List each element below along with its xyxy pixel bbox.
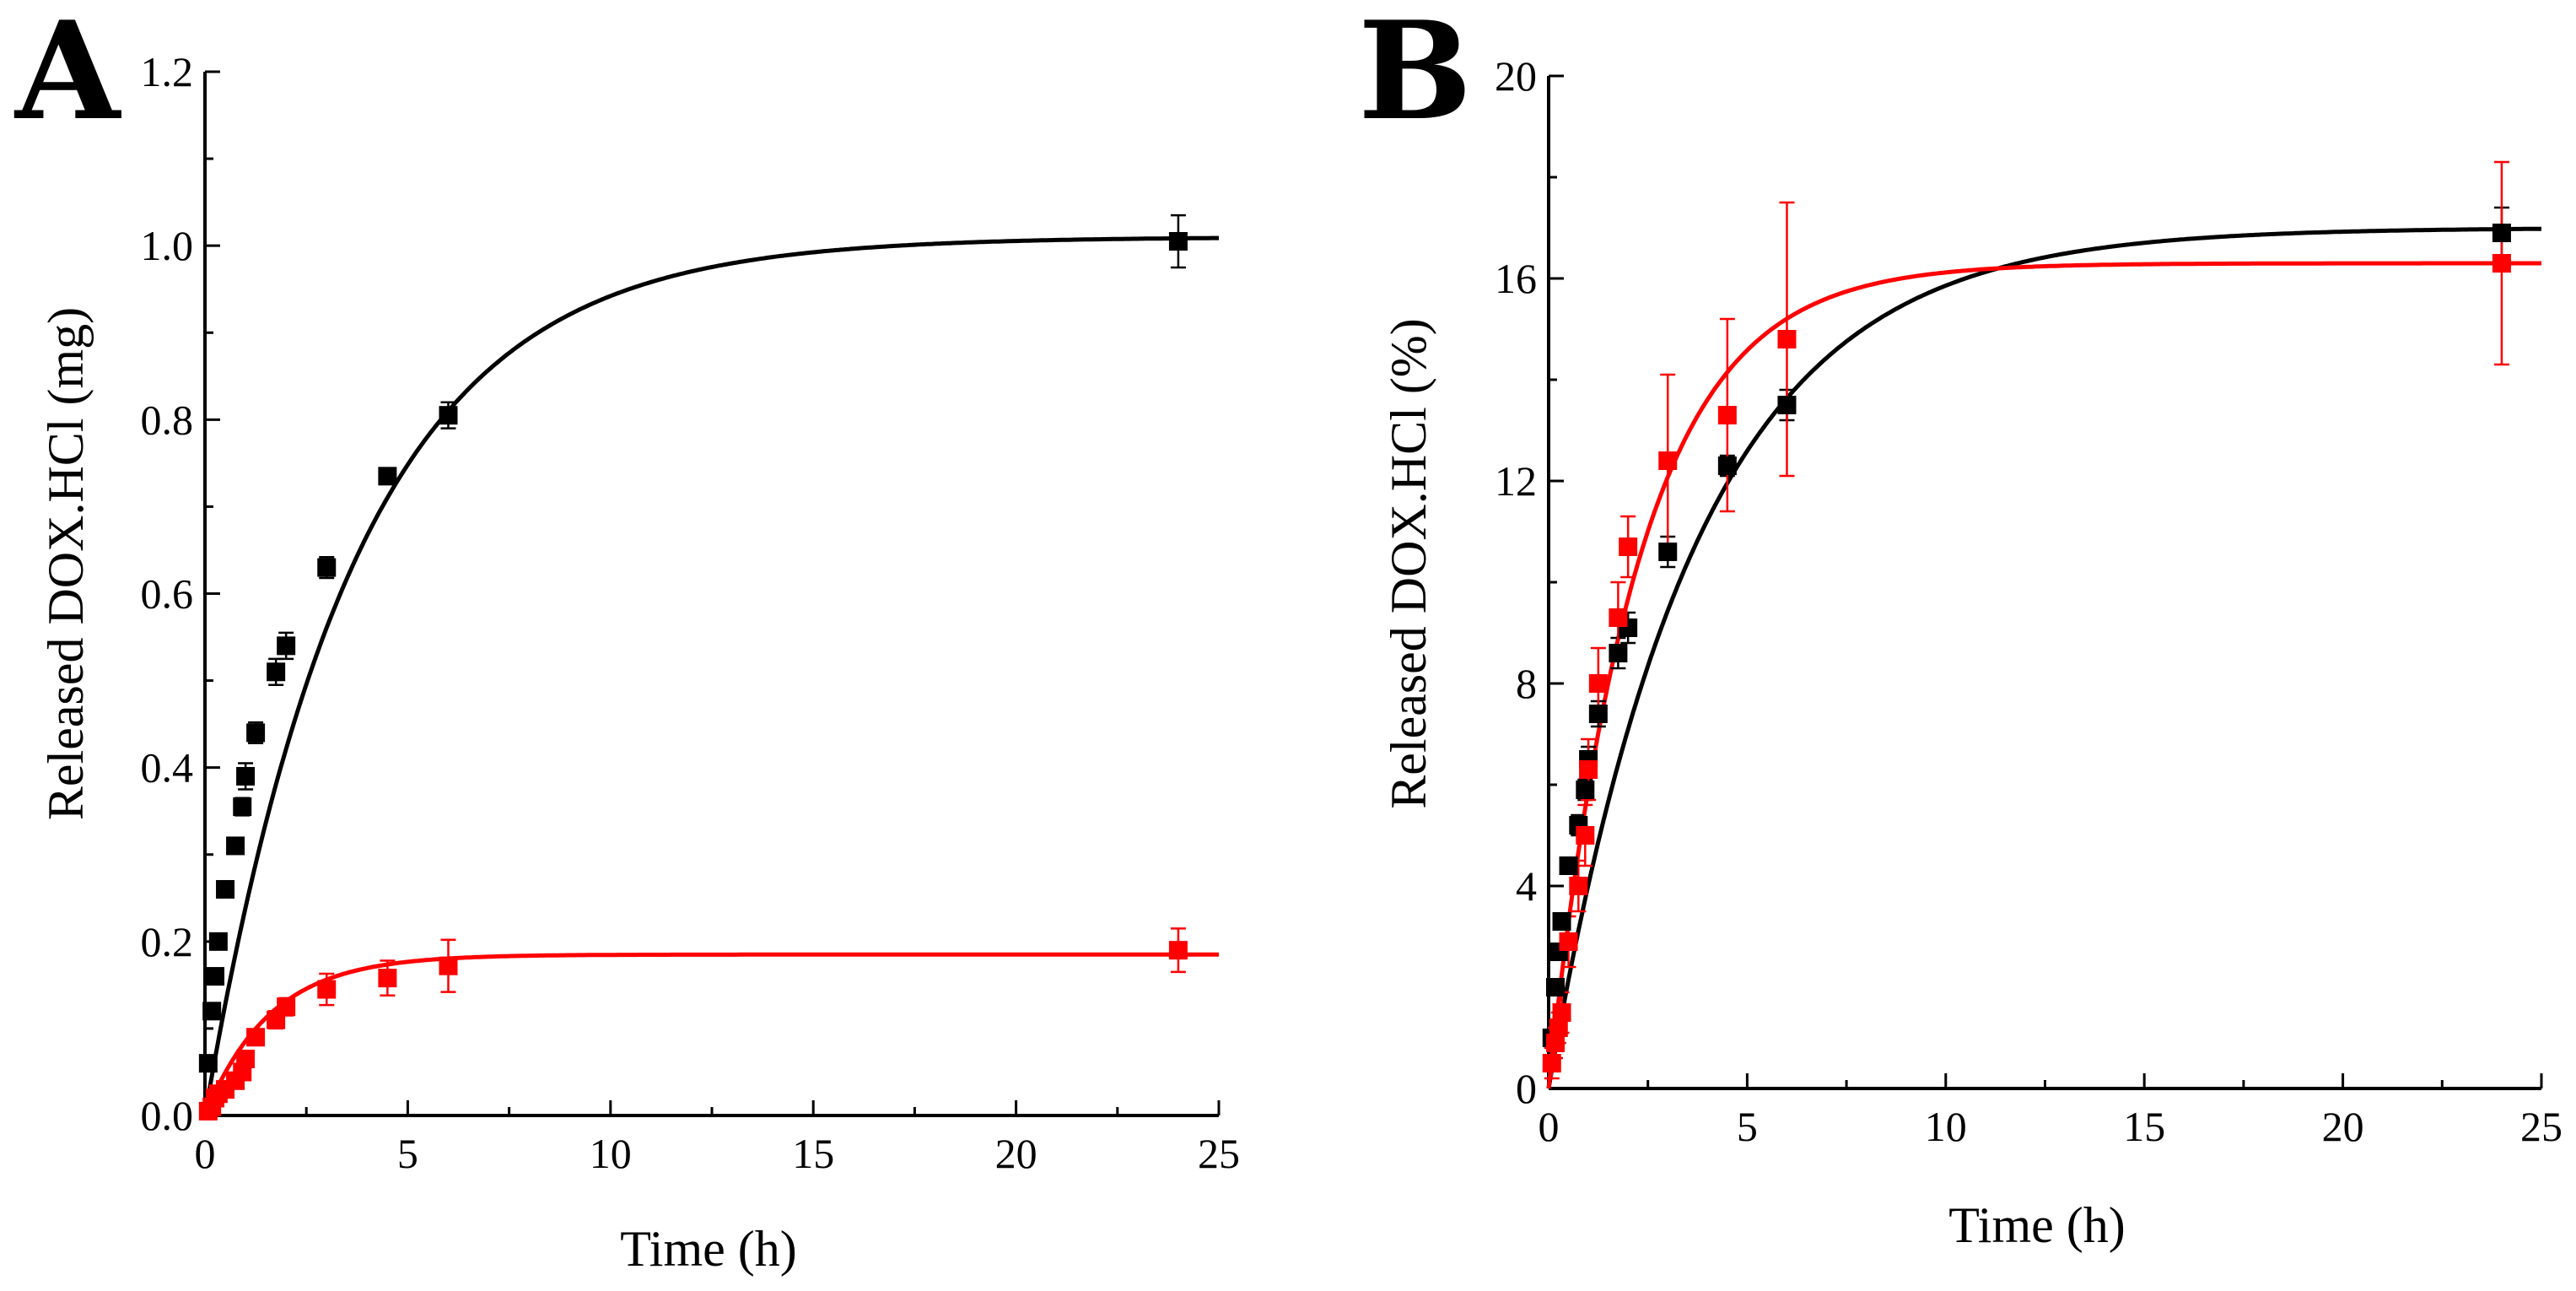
panel-b-x-tick-label: 10 <box>1925 1103 1967 1150</box>
panel-b-data-point <box>1576 826 1595 845</box>
panel-b-y-tick-label: 0 <box>1516 1065 1537 1112</box>
panel-b-data-point <box>1658 451 1678 470</box>
panel-a-data-point <box>226 836 245 856</box>
panel-b-y-tick-label: 12 <box>1495 457 1537 505</box>
panel-b-data-point <box>1588 674 1608 693</box>
panel-a-data-point <box>246 1028 266 1047</box>
panel-b-data-point <box>1546 1034 1566 1052</box>
panel-b-data-point <box>1619 537 1638 556</box>
panel-a-data-point <box>1168 941 1188 960</box>
panel-b-data-point <box>1552 912 1571 931</box>
panel-a-data-point <box>317 980 337 999</box>
panel-b-ticks: 0 5 10 15 20 25 0 4 8 12 16 20 <box>1495 52 2563 1150</box>
panel-b-data-point <box>1609 608 1628 627</box>
panel-b-data-point <box>1552 1003 1571 1022</box>
panel-a-x-tick-label: 25 <box>1198 1130 1240 1177</box>
panel-a-y-tick-label: 1.2 <box>141 48 194 95</box>
panel-b-markers <box>1542 224 2511 1072</box>
panel-a-ticks: 0 5 10 15 20 25 0.0 0.2 0.4 0.6 0.8 1.0 1.2 <box>141 48 1241 1177</box>
panel-a-data-point <box>246 723 266 743</box>
panel-a-error-bars <box>200 213 1186 1115</box>
panel-b-x-tick-label: 20 <box>2322 1103 2364 1150</box>
panel-b-letter: B <box>1358 0 1472 150</box>
panel-b-y-tick-label: 16 <box>1495 255 1537 302</box>
panel-b-data-point <box>1609 644 1628 662</box>
panel-a-data-point <box>236 766 256 786</box>
panel-b-y-tick-label: 20 <box>1495 52 1537 100</box>
panel-b-fit-curve-0 <box>1546 226 2541 1089</box>
panel-a-data-point <box>206 967 225 986</box>
panel-a-x-tick-label: 5 <box>397 1130 418 1177</box>
panel-b-x-tick-label: 5 <box>1737 1103 1758 1150</box>
panel-b: B Time (h) Released DOX.HCl (%) 0 5 10 15 20… <box>1358 0 2563 1253</box>
panel-b-x-tick-label: 15 <box>2123 1103 2165 1150</box>
panel-a-x-tick-label: 10 <box>590 1130 632 1177</box>
panel-b-data-point <box>1576 781 1595 799</box>
panel-a-y-tick-label: 0.6 <box>141 570 194 618</box>
panel-b-y-axis-title: Released DOX.HCl (%) <box>1381 318 1436 809</box>
panel-a-data-point <box>439 956 458 975</box>
panel-a-data-point <box>233 797 252 817</box>
panel-b-data-point <box>1588 705 1608 723</box>
panel-b-data-point <box>2492 224 2511 242</box>
panel-a-y-axis-title: Released DOX.HCl (mg) <box>38 307 94 820</box>
panel-a-y-tick-label: 0.0 <box>141 1092 194 1139</box>
panel-b-x-tick-label: 0 <box>1539 1103 1560 1150</box>
panel-b-data-point <box>1717 456 1737 475</box>
panel-a-data-point <box>277 636 296 656</box>
panel-a-data-point <box>202 1002 222 1021</box>
panel-a-data-point <box>236 1049 256 1068</box>
panel-a-data-point <box>1168 232 1188 251</box>
panel-b-error-bars <box>1544 160 2509 1080</box>
panel-a-x-tick-label: 15 <box>792 1130 834 1177</box>
panel-a-data-point <box>208 932 228 951</box>
panel-a-data-point <box>198 1054 218 1073</box>
panel-a-data-point <box>317 558 337 577</box>
panel-a-data-point <box>267 662 286 682</box>
panel-b-data-point <box>1579 760 1598 779</box>
panel-a-axes <box>203 72 1219 1117</box>
panel-b-data-point <box>1559 932 1578 951</box>
panel-b-fit-curve-1 <box>1546 261 2541 1089</box>
panel-a-data-point <box>378 969 397 988</box>
panel-b-data-point <box>2492 254 2511 273</box>
panel-a-fit-curve-1 <box>202 952 1219 1116</box>
panel-a-x-tick-label: 20 <box>995 1130 1037 1177</box>
panel-b-data-point <box>1546 978 1566 997</box>
panel-b-data-point <box>1717 406 1737 424</box>
panel-a-y-tick-label: 0.8 <box>141 396 194 443</box>
panel-b-x-tick-label: 25 <box>2520 1103 2563 1150</box>
panel-a-data-point <box>378 467 397 486</box>
panel-a-fit-curve-0 <box>202 235 1219 1116</box>
panel-a-data-point <box>439 406 458 425</box>
panel-a-y-tick-label: 0.2 <box>141 918 194 965</box>
panel-b-y-tick-label: 8 <box>1516 660 1537 707</box>
panel-b-y-tick-label: 4 <box>1516 862 1537 910</box>
panel-a-markers <box>198 232 1188 1121</box>
panel-b-data-point <box>1549 1018 1568 1037</box>
panel-a-letter: A <box>13 0 121 150</box>
panel-b-x-axis-title: Time (h) <box>1948 1197 2125 1253</box>
panel-a-fit-curves <box>202 235 1219 1116</box>
panel-b-data-point <box>1658 543 1678 561</box>
panel-b-data-point <box>1569 877 1588 895</box>
panel-b-data-point <box>1542 1054 1561 1072</box>
panel-a-y-tick-label: 1.0 <box>141 222 194 269</box>
panel-b-data-point <box>1777 396 1797 414</box>
panel-a-data-point <box>216 879 235 899</box>
panel-b-fit-curves <box>1546 226 2541 1089</box>
panel-a: A Time (h) Released DOX.HCl (mg) 0 5 10 15 2… <box>13 0 1240 1277</box>
panel-b-data-point <box>1777 330 1797 348</box>
panel-a-y-tick-label: 0.4 <box>141 744 194 791</box>
panel-b-axes <box>1547 76 2541 1090</box>
panel-a-x-tick-label: 0 <box>195 1130 216 1177</box>
panel-a-x-axis-title: Time (h) <box>620 1221 796 1277</box>
panel-a-data-point <box>277 997 296 1017</box>
panel-b-data-point <box>1559 856 1578 875</box>
